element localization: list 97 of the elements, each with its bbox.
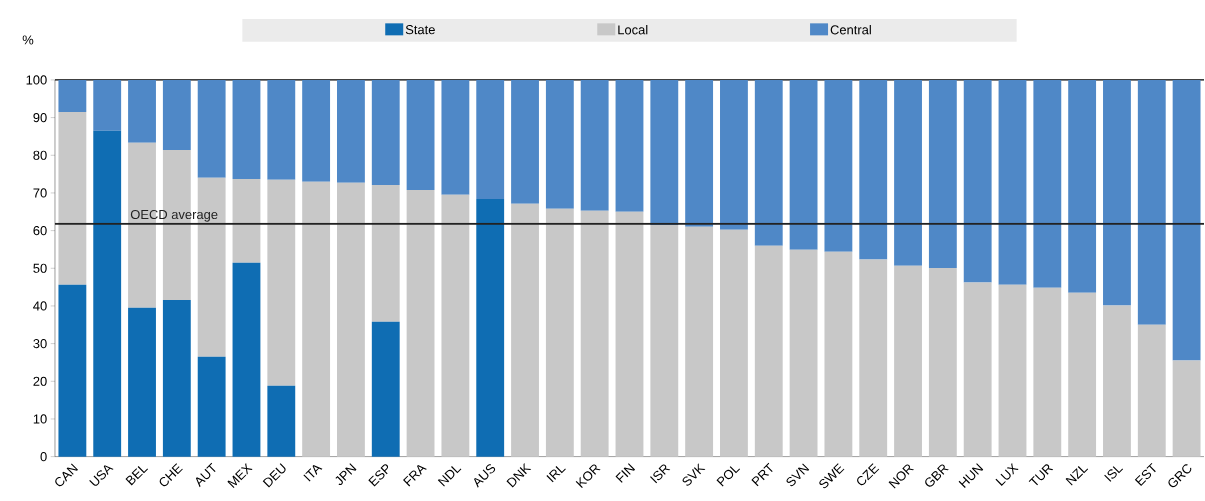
bar <box>789 250 818 457</box>
bar <box>998 80 1027 286</box>
bar <box>754 80 783 246</box>
bar <box>1103 80 1131 306</box>
bar <box>406 190 435 457</box>
bar <box>406 80 435 191</box>
bar <box>1103 305 1131 457</box>
bar <box>685 80 714 228</box>
bar <box>162 80 191 151</box>
y-tick-label: 80 <box>33 150 47 161</box>
bar <box>650 80 679 226</box>
bar <box>859 259 888 457</box>
x-tick-label: TUR <box>1028 464 1054 486</box>
legend-label: State <box>405 25 435 35</box>
bar <box>1033 288 1062 457</box>
bar <box>615 80 644 212</box>
bar <box>998 285 1027 457</box>
bar <box>302 181 331 457</box>
bar <box>615 211 644 457</box>
bar <box>894 265 922 457</box>
bar <box>1172 80 1201 361</box>
bar <box>928 268 957 457</box>
y-tick-label: 50 <box>33 263 47 274</box>
x-tick-label: FIN <box>615 463 636 484</box>
y-tick-label: 40 <box>33 301 47 311</box>
bar <box>1068 80 1097 293</box>
bar <box>232 179 261 263</box>
y-axis-title: % <box>22 35 34 45</box>
bar <box>337 80 365 183</box>
x-tick-label: ISL <box>1104 466 1124 483</box>
bar <box>580 210 609 457</box>
bar <box>128 80 156 144</box>
bar <box>197 357 226 457</box>
bar <box>963 282 992 457</box>
bar <box>650 225 679 457</box>
bar <box>1033 80 1062 289</box>
bar <box>93 80 122 131</box>
x-tick-label: IRL <box>546 466 566 483</box>
bar <box>1137 80 1166 325</box>
bar <box>58 80 87 113</box>
y-tick-label: 30 <box>33 339 47 349</box>
bar <box>894 80 922 266</box>
bar <box>93 130 122 457</box>
bar <box>580 80 609 211</box>
bar <box>545 208 574 457</box>
bar <box>58 112 87 286</box>
bar <box>371 321 400 457</box>
bar <box>441 195 470 457</box>
bar <box>720 230 748 457</box>
y-tick-label: 70 <box>33 188 47 198</box>
y-tick-label: 100 <box>26 75 47 85</box>
y-tick-label: 60 <box>33 226 47 236</box>
y-tick-label: 10 <box>33 414 47 424</box>
bar <box>511 204 539 457</box>
bar <box>232 80 261 180</box>
bar <box>859 80 888 260</box>
x-tick-label: USA <box>89 465 114 487</box>
bar <box>267 179 296 387</box>
bar <box>476 199 505 457</box>
x-tick-label: POL <box>716 466 741 487</box>
x-tick-label: BEL <box>125 466 149 486</box>
legend-label: Central <box>830 25 871 35</box>
bar <box>824 251 853 457</box>
bar <box>337 182 365 457</box>
bar <box>476 80 505 200</box>
bar <box>302 80 331 182</box>
bar <box>824 80 853 252</box>
bar <box>441 80 470 196</box>
legend-label: Local <box>618 25 648 35</box>
bar <box>1137 324 1166 457</box>
y-tick-label: 0 <box>40 452 47 462</box>
bar <box>511 80 539 205</box>
bar <box>963 80 992 283</box>
bar <box>754 245 783 457</box>
bar <box>1172 360 1201 457</box>
x-tick-label: NZL <box>1065 466 1089 486</box>
bar <box>371 185 400 322</box>
bar <box>720 80 748 231</box>
bar <box>545 80 574 209</box>
bar <box>267 386 296 457</box>
bar <box>197 80 226 179</box>
bar <box>162 300 191 457</box>
bar <box>267 80 296 180</box>
bar <box>685 227 714 457</box>
bar <box>232 262 261 457</box>
bar <box>128 308 156 457</box>
bar <box>1068 292 1097 457</box>
x-tick-label: ISR <box>649 464 671 484</box>
bar <box>789 80 818 251</box>
bar <box>371 80 400 186</box>
bar <box>58 285 87 457</box>
x-tick-label: ITA <box>303 465 323 482</box>
bar <box>928 80 957 269</box>
y-tick-label: 20 <box>33 376 47 387</box>
y-tick-label: 90 <box>33 113 47 123</box>
x-tick-label: NDL <box>437 466 462 487</box>
ref-line-label: OECD average <box>130 210 218 222</box>
